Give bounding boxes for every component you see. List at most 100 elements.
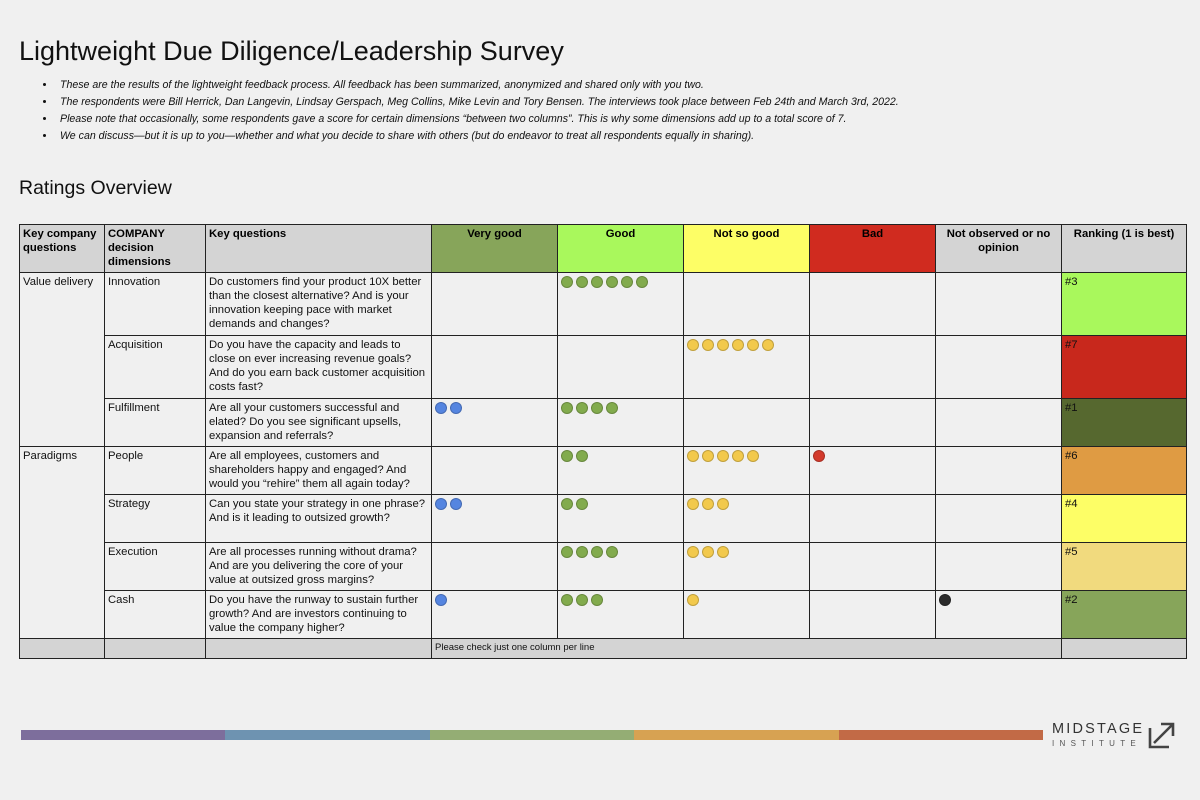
vote-dot (702, 339, 714, 351)
dimension-cell: Fulfillment (104, 398, 206, 447)
question-cell: Do you have the capacity and leads to cl… (205, 335, 432, 399)
rating-cell-bad (809, 494, 936, 543)
vote-dot (576, 402, 588, 414)
vote-dot (435, 594, 447, 606)
dimension-cell: Acquisition (104, 335, 206, 399)
table-row: Strategy Can you state your strategy in o… (20, 494, 1187, 543)
vote-dot (813, 450, 825, 462)
vote-dot (687, 339, 699, 351)
ratings-table: Key company questions COMPANY decision di… (19, 224, 1187, 659)
rating-cell-bad (809, 272, 936, 336)
vote-dot (576, 450, 588, 462)
table-row: Value delivery Innovation Do customers fin… (19, 272, 1187, 447)
vote-dot (435, 498, 447, 510)
column-header: Key questions (205, 224, 432, 273)
footer-empty-cell (104, 638, 206, 659)
intro-bullets: These are the results of the lightweight… (36, 77, 899, 145)
midstage-logo: MIDSTAGE INSTITUTE (1052, 720, 1177, 750)
table-row: Fulfillment Are all your customers succes… (20, 398, 1187, 447)
rating-cell-very-good (431, 335, 558, 399)
rating-cell-good (557, 335, 684, 399)
column-header: Key company questions (19, 224, 105, 273)
dimension-cell: People (104, 446, 206, 495)
page-title: Lightweight Due Diligence/Leadership Sur… (19, 36, 564, 66)
vote-dot (702, 498, 714, 510)
rating-cell-bad (809, 542, 936, 591)
column-header: Good (557, 224, 684, 273)
column-header: Not observed or no opinion (935, 224, 1062, 273)
rank-cell: #7 (1061, 335, 1187, 399)
rating-cell-not-so-good (683, 398, 810, 447)
dimension-cell: Execution (104, 542, 206, 591)
dimension-cell: Strategy (104, 494, 206, 543)
rating-cell-very-good (431, 494, 558, 543)
vote-dot (561, 546, 573, 558)
rating-cell-good (557, 590, 684, 639)
color-bar-segment (838, 730, 1044, 740)
rating-cell-very-good (431, 446, 558, 495)
section-title: Ratings Overview (19, 177, 172, 199)
rating-cell-not-so-good (683, 542, 810, 591)
vote-dot (450, 402, 462, 414)
table-row: Execution Are all processes running witho… (20, 542, 1187, 591)
column-header: Very good (431, 224, 558, 273)
table-header-row: Key company questions COMPANY decision di… (19, 224, 1187, 273)
column-header: Not so good (683, 224, 810, 273)
vote-dot (687, 450, 699, 462)
rating-cell-not-so-good (683, 446, 810, 495)
table-row: Acquisition Do you have the capacity and … (20, 335, 1187, 399)
dimension-cell: Cash (104, 590, 206, 639)
rank-cell: #5 (1061, 542, 1187, 591)
vote-dot (702, 546, 714, 558)
footer-empty-cell (205, 638, 432, 659)
rating-cell-very-good (431, 398, 558, 447)
table-row: Cash Do you have the runway to sustain fu… (20, 590, 1187, 639)
rank-cell: #4 (1061, 494, 1187, 543)
vote-dot (591, 594, 603, 606)
vote-dot (591, 402, 603, 414)
logo-sub-text: INSTITUTE (1052, 738, 1142, 748)
question-cell: Are all processes running without drama?… (205, 542, 432, 591)
bullet-item: Please note that occasionally, some resp… (56, 111, 899, 128)
vote-dot (687, 594, 699, 606)
vote-dot (762, 339, 774, 351)
rank-cell: #3 (1061, 272, 1187, 336)
color-bar-segment (429, 730, 635, 740)
vote-dot (591, 546, 603, 558)
rank-cell: #1 (1061, 398, 1187, 447)
rating-cell-bad (809, 335, 936, 399)
rating-cell-very-good (431, 590, 558, 639)
arrow-in-box-icon (1148, 722, 1175, 749)
vote-dot (717, 498, 729, 510)
question-cell: Can you state your strategy in one phras… (205, 494, 432, 543)
vote-dot (561, 594, 573, 606)
group-name-cell: Paradigms (19, 446, 105, 639)
table-body: Value delivery Innovation Do customers fin… (19, 272, 1187, 659)
rating-cell-not-so-good (683, 590, 810, 639)
rating-cell-good (557, 272, 684, 336)
vote-dot (747, 450, 759, 462)
vote-dot (606, 402, 618, 414)
rating-cell-no-opinion (935, 590, 1062, 639)
color-bar-segment (225, 730, 430, 740)
logo-main-text: MIDSTAGE (1052, 721, 1145, 738)
rating-cell-very-good (431, 542, 558, 591)
rating-cell-good (557, 398, 684, 447)
vote-dot (576, 498, 588, 510)
vote-dot (561, 402, 573, 414)
rating-cell-no-opinion (935, 494, 1062, 543)
vote-dot (576, 594, 588, 606)
rating-cell-very-good (431, 272, 558, 336)
vote-dot (939, 594, 951, 606)
vote-dot (732, 450, 744, 462)
vote-dot (717, 450, 729, 462)
vote-dot (747, 339, 759, 351)
vote-dot (636, 276, 648, 288)
vote-dot (687, 546, 699, 558)
color-bar-segment (21, 730, 226, 740)
rating-cell-no-opinion (935, 446, 1062, 495)
color-bar (21, 730, 1044, 740)
footer-empty-cell (19, 638, 105, 659)
vote-dot (717, 339, 729, 351)
rating-cell-not-so-good (683, 335, 810, 399)
